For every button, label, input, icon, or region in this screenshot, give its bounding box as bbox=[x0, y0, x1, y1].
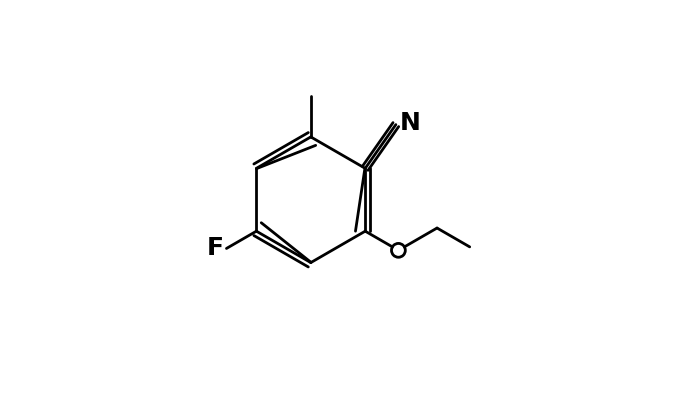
Text: F: F bbox=[206, 237, 223, 260]
Text: N: N bbox=[400, 111, 420, 135]
Circle shape bbox=[392, 244, 405, 257]
